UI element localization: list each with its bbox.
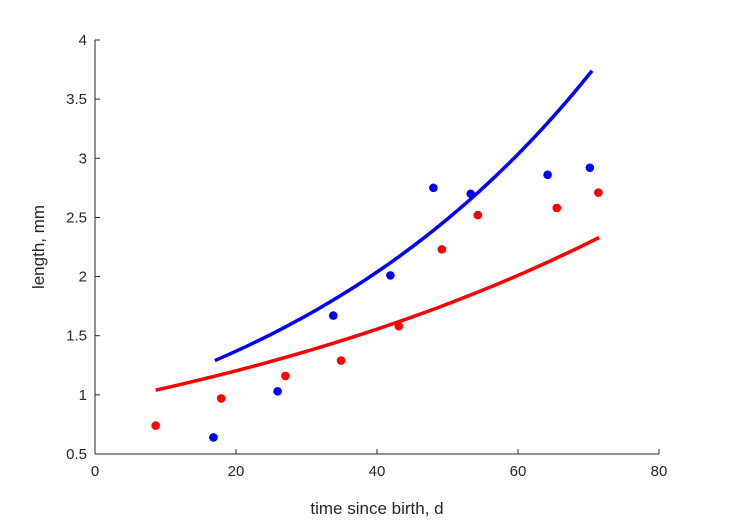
data-point-series-2 <box>552 203 562 213</box>
fit-curve-2 <box>155 235 600 392</box>
data-point-series-1 <box>328 311 338 320</box>
data-point-series-1 <box>429 183 438 193</box>
x-axis-label: time since birth, d <box>310 499 443 518</box>
x-tick-label: 60 <box>510 463 527 480</box>
data-point-series-1 <box>543 170 552 180</box>
data-point-series-2 <box>151 421 160 430</box>
data-point-series-2 <box>394 321 404 331</box>
fit-curve-1 <box>214 69 594 363</box>
data-point-series-1 <box>209 433 218 442</box>
x-tick-label: 0 <box>91 463 99 480</box>
data-point-series-2 <box>594 188 603 197</box>
y-tick-label: 1 <box>79 387 87 404</box>
y-tick-label: 3 <box>79 150 87 167</box>
data-point-series-1 <box>386 271 395 280</box>
data-point-series-1 <box>273 387 282 396</box>
data-point-series-2 <box>281 371 290 381</box>
y-ticks: 0.5 1 1.5 2 2.5 3 3.5 4 <box>66 32 100 463</box>
data-point-series-2 <box>473 210 483 220</box>
y-tick-label: 2 <box>79 269 87 286</box>
x-ticks: 0 20 40 60 80 <box>91 449 668 480</box>
y-axis-label: length, mm <box>29 205 48 289</box>
x-tick-label: 80 <box>651 463 668 480</box>
x-tick-label: 20 <box>228 463 245 480</box>
data-point-series-2 <box>336 356 346 365</box>
y-tick-label: 3.5 <box>66 91 87 108</box>
x-tick-label: 40 <box>369 463 386 480</box>
data-point-series-2 <box>216 394 226 403</box>
data-point-series-1 <box>466 189 476 199</box>
y-tick-label: 2.5 <box>66 209 87 226</box>
data-points <box>151 163 603 442</box>
axes <box>94 40 659 455</box>
y-tick-label: 1.5 <box>66 328 87 345</box>
data-point-series-2 <box>437 245 447 254</box>
y-tick-label: 0.5 <box>66 446 87 463</box>
fit-curves <box>155 69 600 392</box>
data-point-series-1 <box>585 163 595 173</box>
y-tick-label: 4 <box>79 32 87 49</box>
